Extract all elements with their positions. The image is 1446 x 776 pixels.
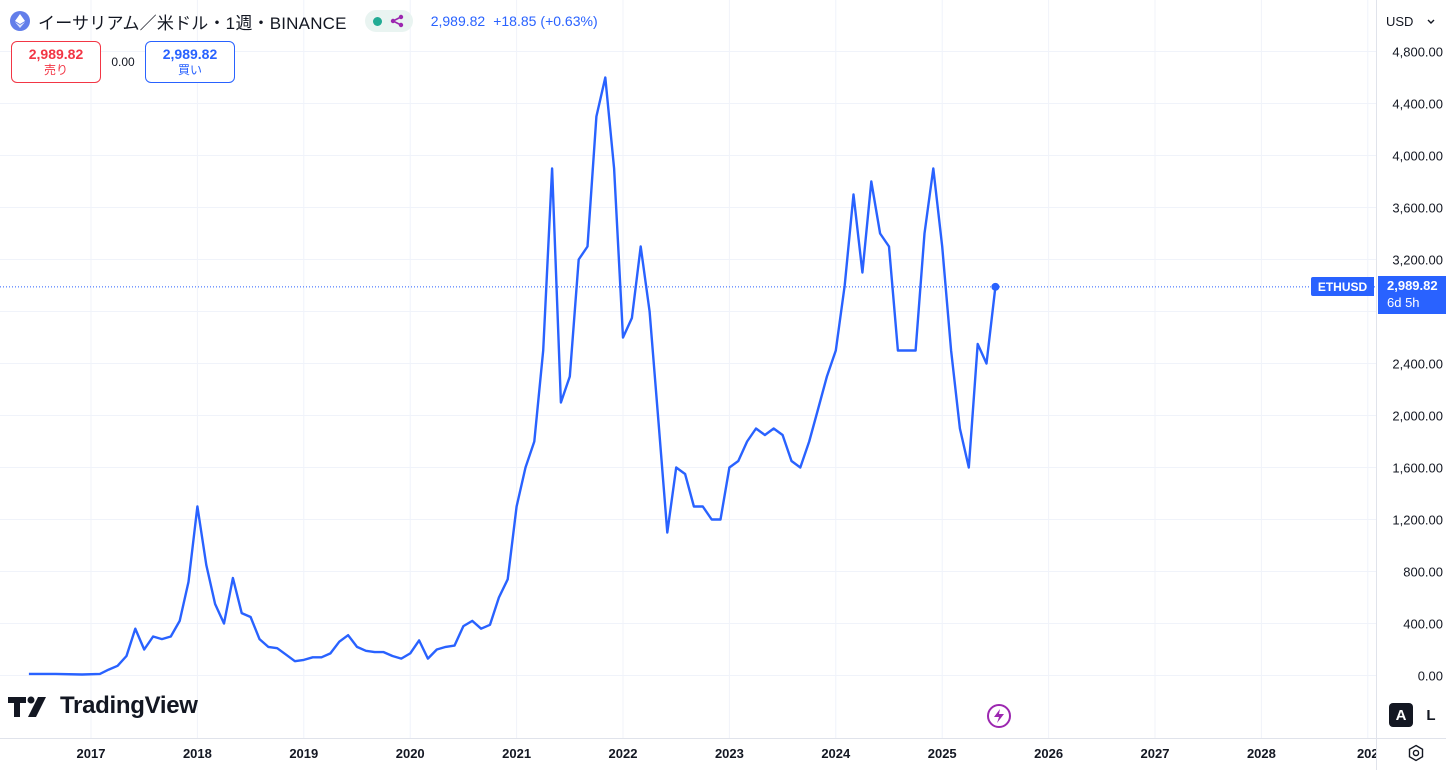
bar-countdown: 6d 5h [1387,295,1420,310]
price-tick-label: 2,000.00 [1392,409,1443,424]
logo-text: TradingView [60,692,198,719]
price-tick-label: 1,600.00 [1392,461,1443,476]
tradingview-logo[interactable]: TradingView [6,692,198,720]
settings-gear-icon[interactable] [1405,742,1427,764]
vertical-gridlines [90,0,1369,738]
last-price-tag: 2,989.82 6d 5h [1378,276,1446,314]
price-tick-label: 800.00 [1403,565,1443,580]
price-tick-label: 1,200.00 [1392,513,1443,528]
price-tick-label: 4,400.00 [1392,97,1443,112]
price-tick-label: 4,000.00 [1392,149,1443,164]
buy-label: 買い [177,63,202,77]
chart-legend: イーサリアム／米ドル・1週・BINANCE 2,989.82 +18.85 (+… [10,8,598,34]
series-name-tag: ETHUSD [1311,277,1374,296]
price-tick-label: 3,200.00 [1392,253,1443,268]
currency-label: USD [1386,13,1414,29]
time-tick-label: 2025 [928,746,957,761]
price-scale[interactable]: 4,800.00 4,400.00 4,000.00 3,600.00 3,200.00… [1376,0,1446,738]
share-nodes-icon [391,14,404,28]
legend-change-pct: (+0.63%) [540,13,598,29]
time-scale[interactable]: 2017 2018 2019 2020 2021 2022 2023 2024 2025 2026… [0,738,1379,770]
price-chart[interactable] [0,0,1376,738]
time-tick-label: 2018 [183,746,212,761]
horizontal-gridlines [0,51,1376,676]
time-tick-label: 2017 [77,746,106,761]
auto-scale-button[interactable]: A [1389,703,1413,727]
time-tick-label: 2020 [396,746,425,761]
legend-last-price: 2,989.82 [430,13,486,29]
ethereum-icon[interactable] [10,11,30,31]
ethusd-series-line [28,76,997,676]
log-scale-button[interactable]: L [1426,706,1436,724]
time-tick-label: 2026 [1034,746,1063,761]
time-tick-label: 202 [1357,746,1376,761]
time-tick-label: 2023 [715,746,744,761]
legend-change: +18.85 [493,13,537,29]
price-tick-label: 4,800.00 [1392,45,1443,60]
price-tick-label: 0.00 [1418,669,1443,684]
sell-label: 売り [43,63,68,77]
lightning-icon[interactable] [987,704,1011,728]
last-price-marker [991,282,1000,291]
time-tick-label: 2022 [609,746,638,761]
price-tick-label: 2,400.00 [1392,357,1443,372]
time-tick-label: 2028 [1247,746,1276,761]
currency-selector[interactable]: USD [1382,8,1440,34]
price-tick-label: 3,600.00 [1392,201,1443,216]
time-tick-label: 2019 [289,746,318,761]
tradingview-logo-icon [8,696,46,717]
time-tick-label: 2027 [1141,746,1170,761]
sell-button[interactable]: 2,989.82 売り [11,41,101,83]
chevron-down-icon [1427,19,1435,24]
buy-button[interactable]: 2,989.82 買い [145,41,235,83]
last-price-label: 2,989.82 [1387,278,1438,293]
sell-price: 2,989.82 [28,46,84,62]
symbol-title[interactable]: イーサリアム／米ドル・1週・BINANCE [38,13,347,33]
buy-price: 2,989.82 [162,46,218,62]
price-scale-labels: 4,800.00 4,400.00 4,000.00 3,600.00 3,200.00… [1392,45,1443,684]
trade-panel: 2,989.82 売り 0.00 2,989.82 買い [11,40,235,84]
spread-value: 0.00 [111,55,135,69]
scale-corner [1376,738,1446,770]
time-scale-labels: 2017 2018 2019 2020 2021 2022 2023 2024 2025 2026… [77,746,1379,761]
time-tick-label: 2021 [502,746,531,761]
time-tick-label: 2024 [821,746,851,761]
price-tick-label: 400.00 [1403,617,1443,632]
market-status-pill[interactable] [364,10,413,32]
market-open-icon [372,16,382,26]
chart-pane[interactable] [0,0,1376,738]
